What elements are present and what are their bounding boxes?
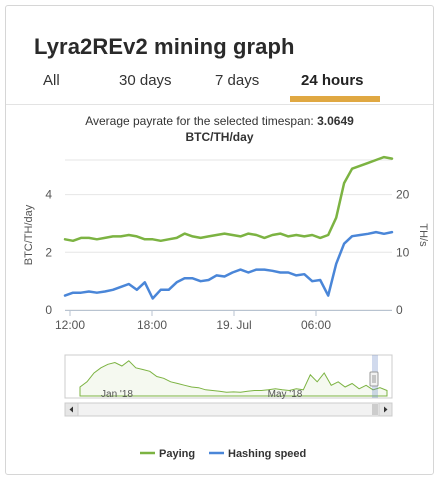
y-right-tick-label: 20: [396, 188, 410, 202]
x-tick-label: 19. Jul: [216, 318, 251, 332]
y-right-tick-label: 0: [396, 303, 403, 317]
y-right-axis-label: TH/s: [417, 223, 429, 247]
subtitle-prefix: Average payrate for the selected timespa…: [85, 114, 318, 128]
tab-all[interactable]: All: [43, 72, 60, 89]
x-tick-label: 06:00: [301, 318, 331, 332]
x-tick-label: 18:00: [137, 318, 167, 332]
legend-label-paying[interactable]: Paying: [159, 448, 195, 460]
timespan-tabs: All 30 days 7 days 24 hours: [6, 66, 433, 105]
tab-30-days[interactable]: 30 days: [119, 72, 172, 89]
navigator-tick-label: Jan '18: [101, 389, 133, 400]
average-payrate-text: Average payrate for the selected timespa…: [6, 113, 433, 145]
y-left-tick-label: 0: [45, 303, 52, 317]
navigator-frame: [64, 354, 393, 399]
tab-7-days[interactable]: 7 days: [215, 72, 260, 89]
y-left-tick-label: 4: [45, 188, 52, 202]
series-line-paying: [63, 155, 394, 243]
subtitle-unit: BTC/TH/day: [185, 130, 254, 144]
tab-24-hours[interactable]: 24 hours: [301, 72, 364, 89]
navigator-series: [79, 360, 388, 397]
scrollbar-thumb[interactable]: [372, 404, 378, 415]
chevron-left-icon: [69, 406, 73, 413]
subtitle-value: 3.0649: [317, 114, 354, 128]
card-title: Lyra2REv2 mining graph: [34, 34, 295, 59]
legend-label-hashing-speed[interactable]: Hashing speed: [228, 448, 306, 460]
x-tick-label: 12:00: [55, 318, 85, 332]
navigator-handle-right[interactable]: [369, 371, 379, 387]
active-tab-indicator: [290, 96, 380, 102]
y-right-tick-label: 10: [396, 245, 410, 259]
scrollbar-track[interactable]: [64, 402, 393, 417]
chevron-right-icon: [384, 406, 388, 413]
y-left-axis-label: BTC/TH/day: [23, 204, 35, 265]
series-line-hashing-speed: [63, 230, 394, 300]
y-left-tick-label: 2: [45, 245, 52, 259]
navigator-tick-label: May '18: [268, 389, 303, 400]
